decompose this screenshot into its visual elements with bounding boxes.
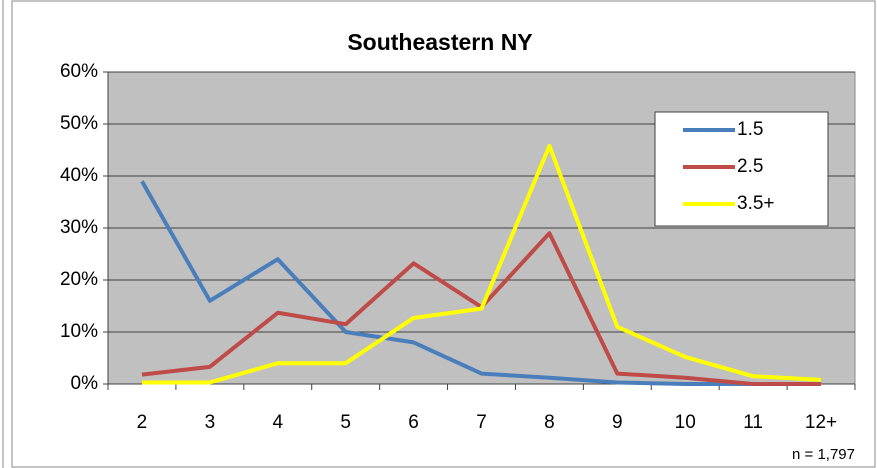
- x-tick-label: 11: [743, 412, 763, 433]
- y-tick-label: 40%: [60, 165, 98, 186]
- x-tick-label: 5: [340, 412, 351, 433]
- annotation: n = 1,797: [792, 446, 855, 463]
- x-tick-label: 3: [205, 412, 216, 433]
- x-tick-label: 7: [476, 412, 487, 433]
- y-tick-label: 60%: [60, 61, 98, 82]
- series-line: [140, 180, 822, 386]
- legend-label: 3.5+: [737, 193, 775, 214]
- legend-label: 2.5: [737, 156, 763, 177]
- series-line: [141, 143, 822, 385]
- chart-title: Southeastern NY: [347, 29, 532, 55]
- x-tick-label: 4: [272, 412, 283, 433]
- x-tick-label: 9: [612, 412, 623, 433]
- x-tick-label: 6: [408, 412, 419, 433]
- legend-label: 1.5: [737, 119, 763, 140]
- x-tick-label: 2: [137, 412, 148, 433]
- x-tick-label: 12+: [805, 412, 837, 433]
- y-tick-label: 0%: [71, 373, 99, 394]
- y-tick-label: 30%: [60, 217, 98, 238]
- x-tick-label: 10: [675, 412, 696, 433]
- y-tick-label: 20%: [60, 269, 98, 290]
- x-tick-label: 8: [544, 412, 555, 433]
- y-tick-label: 50%: [60, 113, 98, 134]
- y-tick-label: 10%: [60, 321, 98, 342]
